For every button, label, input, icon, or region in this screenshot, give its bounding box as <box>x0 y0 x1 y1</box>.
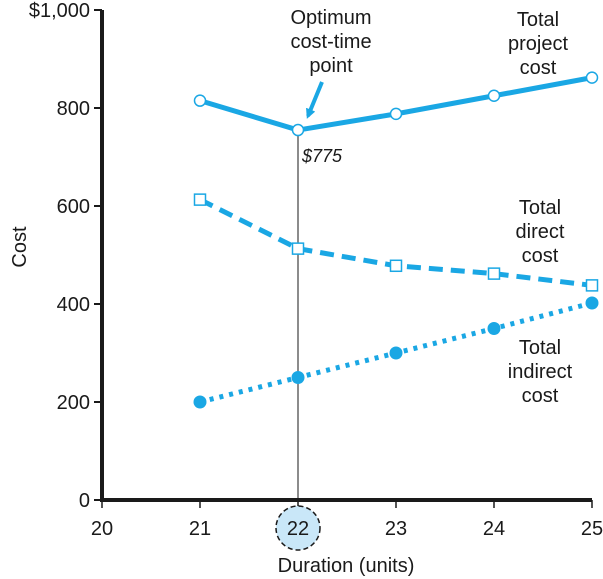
series-label-1: cost <box>522 245 559 267</box>
x-tick-label: 21 <box>189 518 211 540</box>
data-point <box>487 267 501 280</box>
optimum-callout-arrow <box>306 81 324 119</box>
data-point <box>291 242 305 255</box>
series-label-1: Total <box>519 197 561 219</box>
series-label-0: Total <box>517 9 559 31</box>
series-label-2: Total <box>519 337 561 359</box>
x-tick-label: 20 <box>91 518 113 540</box>
optimum-callout-text: point <box>309 55 353 77</box>
y-tick-label: $1,000 <box>29 0 90 22</box>
y-tick-label: 400 <box>57 294 90 316</box>
series-label-2: indirect <box>508 361 573 383</box>
data-point <box>585 279 599 292</box>
data-point <box>193 193 207 206</box>
x-tick-label: 25 <box>581 518 603 540</box>
y-tick-label: 600 <box>57 196 90 218</box>
optimum-callout-text: cost-time <box>290 31 371 53</box>
highlight-tick-circle <box>275 505 321 551</box>
data-point <box>193 395 207 409</box>
data-point <box>585 296 599 310</box>
data-point <box>585 71 599 84</box>
data-point <box>389 259 403 273</box>
data-point <box>389 107 403 121</box>
x-tick-label: 24 <box>483 518 505 540</box>
series-label-0: project <box>508 33 568 55</box>
series-label-2: cost <box>522 385 559 407</box>
y-tick-label: 0 <box>79 490 90 512</box>
x-tick-label: 23 <box>385 518 407 540</box>
y-tick-label: 200 <box>57 392 90 414</box>
data-point <box>291 123 305 137</box>
data-point <box>389 346 403 360</box>
data-point <box>487 322 501 335</box>
x-tick-label: 22 <box>287 518 309 540</box>
y-tick-label: 800 <box>57 98 90 120</box>
data-point <box>291 371 305 384</box>
optimum-value-label: $775 <box>301 146 343 166</box>
optimum-callout-text: Optimum <box>290 7 371 29</box>
series-label-0: cost <box>520 57 557 79</box>
series-line-0 <box>197 75 595 133</box>
data-point <box>193 94 207 107</box>
data-point <box>487 89 501 102</box>
x-axis-title: Duration (units) <box>278 555 415 577</box>
y-axis-title: Cost <box>9 226 31 268</box>
series-layer <box>193 71 599 409</box>
series-label-1: direct <box>516 221 565 243</box>
